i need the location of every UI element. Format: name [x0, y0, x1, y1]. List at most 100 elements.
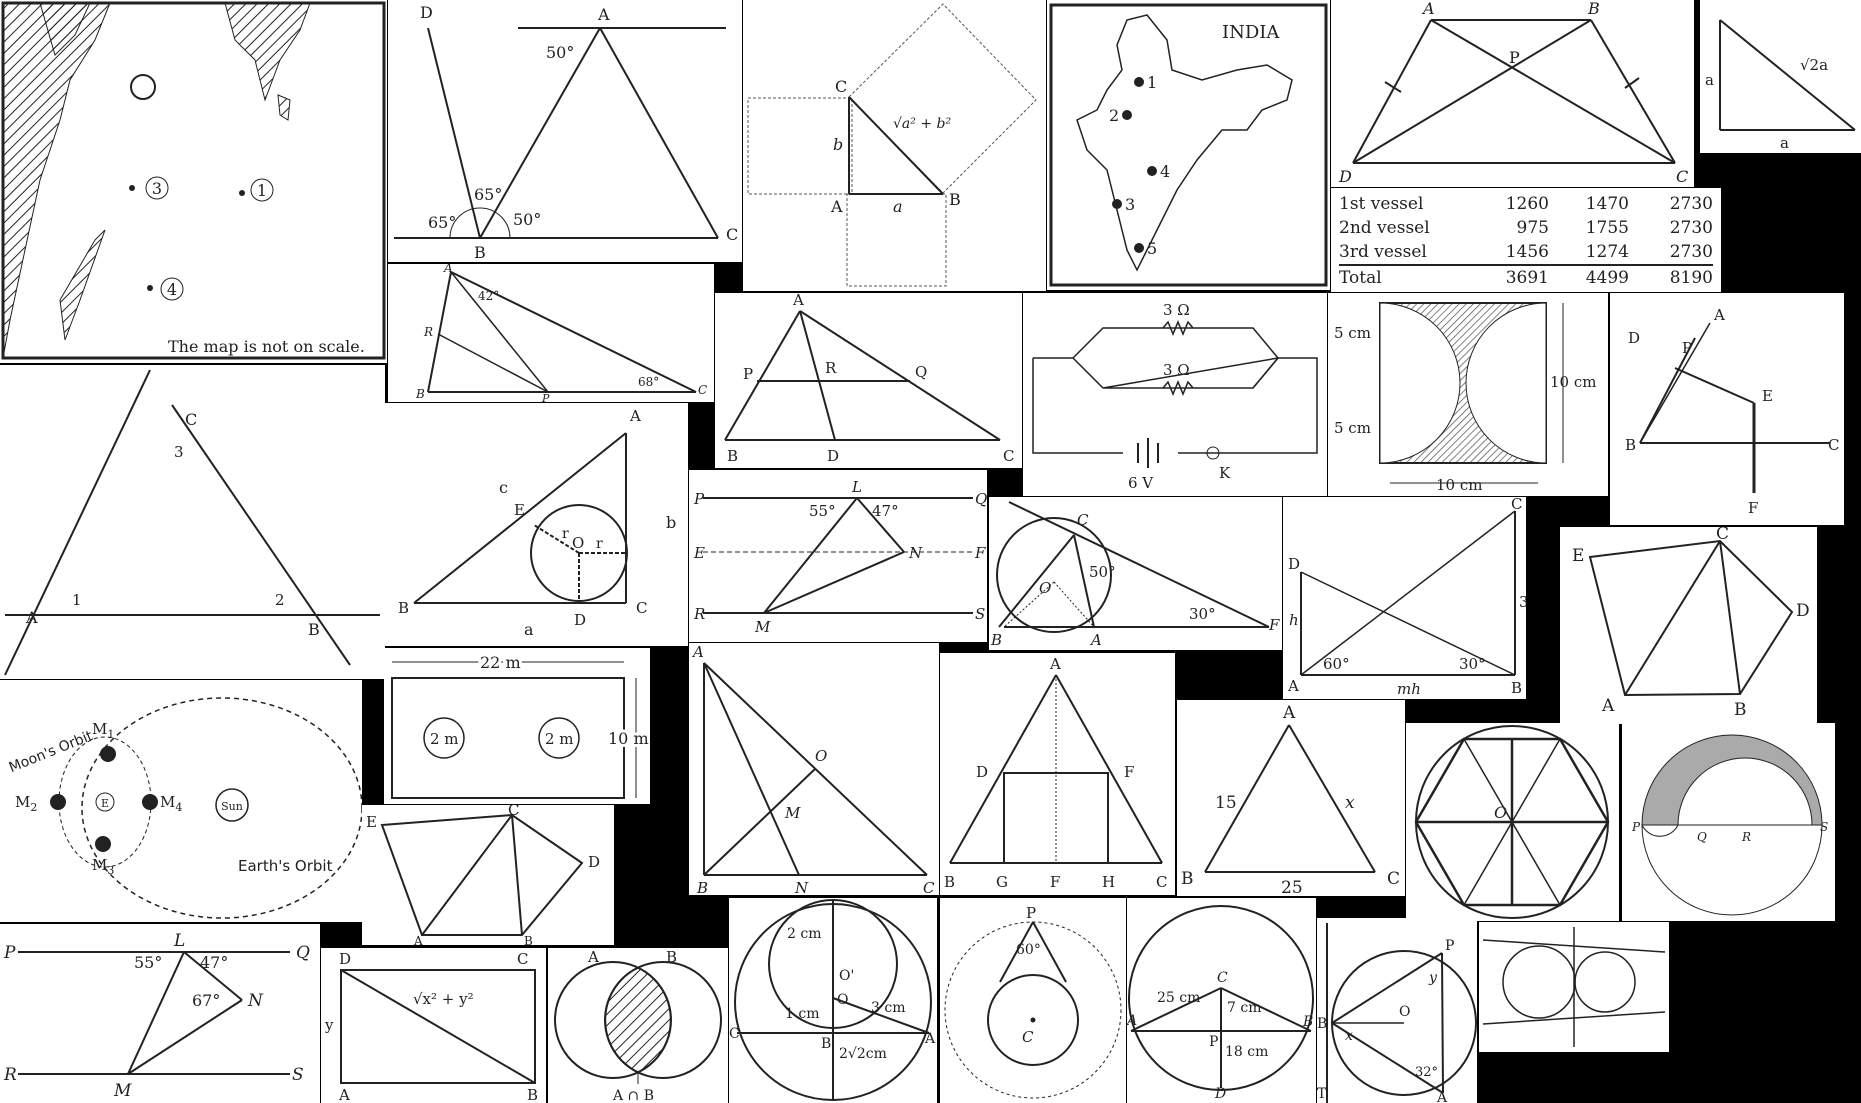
pentagon-2-panel: E C D A B: [362, 805, 614, 945]
label-D: D: [339, 950, 351, 968]
label-R: R: [825, 359, 837, 377]
label-O: O: [572, 534, 584, 552]
label-E: E: [514, 501, 525, 519]
ocean-circle: [130, 74, 156, 100]
label-A: A: [1601, 696, 1615, 716]
circle-1-2m: 2 m: [430, 730, 459, 748]
semicircles-panel: P Q R S: [1622, 723, 1835, 921]
venn-panel: A B A ∩ B: [548, 948, 728, 1103]
label-O-prime: O': [839, 968, 854, 984]
angle-65-left: 65°: [428, 213, 456, 232]
label-Q: Q: [296, 943, 310, 963]
resistor-1-label: 3 Ω: [1163, 301, 1190, 319]
intersection-label: A ∩ B: [612, 1088, 654, 1103]
label-A: A: [1436, 1090, 1448, 1103]
label-A: A: [597, 5, 610, 24]
mark-4: 4: [167, 280, 177, 299]
label-B: B: [696, 879, 708, 895]
label-B: B: [1302, 1014, 1313, 1030]
label-A: A: [691, 643, 704, 661]
label-C: C: [1676, 167, 1688, 186]
point-1: 1: [1147, 73, 1157, 92]
height-h: h: [1289, 611, 1299, 629]
label-R: R: [693, 605, 705, 623]
angle-55: 55°: [134, 953, 162, 972]
distance-7cm: 7 cm: [1227, 1000, 1261, 1016]
table-row: 1st vessel 1260 1470 2730: [1339, 194, 1713, 214]
label-A: A: [792, 293, 804, 309]
label-Q: Q: [1697, 830, 1707, 844]
label-C: C: [726, 225, 738, 244]
angle-2: 2: [275, 591, 285, 609]
sun-label: Sun: [221, 800, 243, 813]
table-row: 2nd vessel 975 1755 2730: [1339, 218, 1713, 238]
label-A: A: [1287, 677, 1299, 695]
label-C: C: [508, 805, 519, 819]
label-O: O: [1399, 1004, 1410, 1020]
hypotenuse: √2a: [1800, 56, 1828, 74]
side-c: c: [499, 478, 508, 497]
parallel-lmn-panel: P L Q E N F R M S 55° 47°: [689, 470, 987, 642]
angle-42: 42°: [478, 289, 499, 303]
triangle-42-panel: A R B P C 42° 68°: [388, 264, 714, 402]
ocean-map-panel: 3 1 4 The map is not on scale.: [0, 0, 387, 363]
diagonal: √x² + y²: [413, 990, 474, 1008]
earths-orbit-label: Earth's Orbit: [238, 857, 333, 875]
exterior-angles-panel: C A B 1 2 3: [0, 365, 385, 679]
label-C: C: [1003, 447, 1014, 465]
label-y: y: [1428, 970, 1438, 986]
bottom-5cm: 5 cm: [1334, 419, 1371, 437]
moon-orbit-panel: E Sun Moon's Orbit Earth's Orbit M1 M2 M…: [0, 680, 362, 922]
width-22m: 22 m: [480, 653, 521, 672]
label-B: B: [398, 599, 409, 617]
vessels-table: 1st vessel 1260 1470 2730 2nd vessel 975 1755…: [1339, 192, 1713, 290]
moons-orbit-label: Moon's Orbit: [7, 728, 96, 776]
label-S: S: [1820, 820, 1828, 834]
earth-label: E: [101, 797, 109, 810]
label-A: A: [338, 1086, 350, 1103]
label-A: A: [1713, 306, 1725, 324]
side-25: 25: [1281, 878, 1303, 896]
angle-50-right: 50°: [513, 210, 541, 229]
circle-tangent-panel: C O B A F 50° 30°: [989, 497, 1282, 650]
top-5cm: 5 cm: [1334, 324, 1371, 342]
label-C: C: [1511, 497, 1522, 513]
india-map-panel: INDIA 1 2 3 4 5: [1047, 0, 1330, 290]
label-C: C: [185, 410, 197, 429]
label-B: B: [1511, 679, 1522, 697]
height-10m: 10 m: [608, 729, 649, 748]
angle-3: 3: [174, 443, 184, 461]
angle-68: 68°: [638, 375, 659, 389]
label-B: B: [415, 387, 425, 401]
label-B: B: [1181, 869, 1194, 889]
distance-1cm: 1 cm: [785, 1006, 819, 1022]
coastline-east: [224, 2, 311, 102]
label-D: D: [588, 853, 600, 871]
label-M: M: [754, 618, 771, 636]
label-C: C: [1022, 1028, 1034, 1046]
label-A: A: [1089, 631, 1102, 649]
label-R: R: [423, 325, 433, 339]
label-O: O: [1494, 803, 1507, 822]
label-E: E: [1762, 387, 1773, 405]
label-P: P: [3, 943, 16, 963]
height-30m: 30 m: [1519, 593, 1526, 611]
pentagon-panel: E C D A B: [1560, 527, 1817, 724]
label-C: C: [636, 599, 647, 617]
table-row: 3rd vessel 1456 1274 2730: [1339, 242, 1713, 262]
point-2: 2: [1109, 106, 1119, 125]
label-C: C: [698, 383, 707, 397]
side-y: y: [324, 1016, 334, 1034]
label-R: R: [3, 1065, 17, 1085]
pythagoras-panel: C A B b a √a² + b²: [743, 0, 1046, 291]
label-A: A: [25, 608, 38, 627]
label-A: A: [1049, 655, 1061, 673]
base-a: a: [1780, 134, 1789, 152]
trapezium-panel: A B C D P: [1331, 0, 1694, 187]
incircle-panel: A B C D E O c b a r r: [384, 403, 688, 646]
label-B: B: [1734, 700, 1747, 720]
label-Q: Q: [915, 363, 927, 381]
label-N: N: [794, 879, 809, 895]
label-B: B: [821, 1036, 831, 1052]
label-C: C: [835, 77, 847, 96]
